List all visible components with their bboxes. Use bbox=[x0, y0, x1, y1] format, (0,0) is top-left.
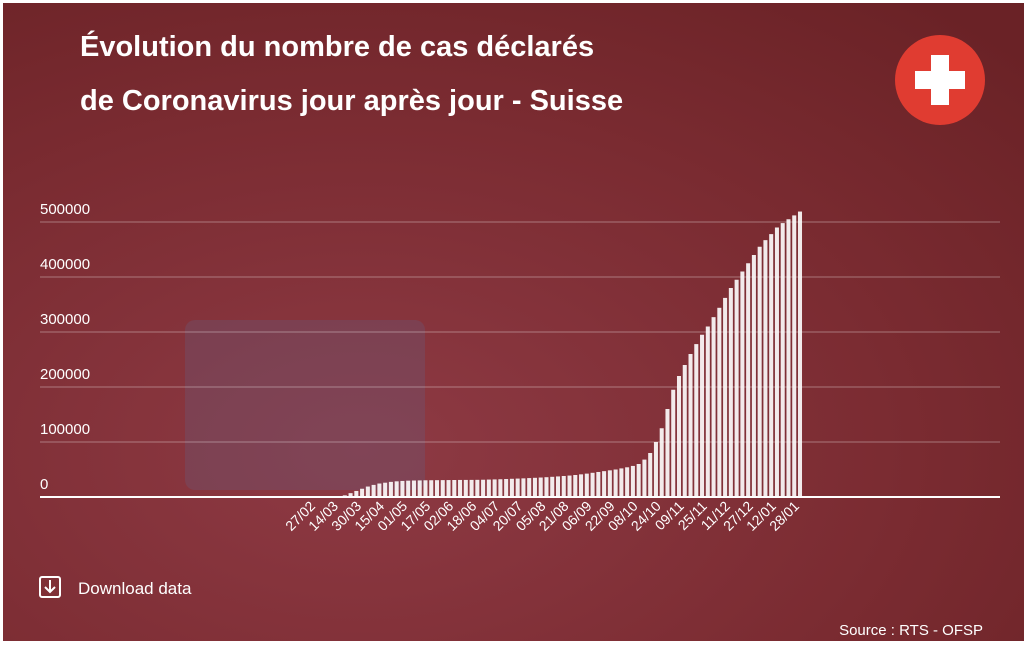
bar bbox=[516, 479, 520, 497]
bar bbox=[395, 481, 399, 497]
bar bbox=[418, 480, 422, 497]
y-tick-label: 200000 bbox=[40, 366, 90, 383]
bar bbox=[637, 464, 641, 497]
bar bbox=[452, 480, 456, 497]
bar bbox=[642, 460, 646, 497]
chart: Évolution du nombre de cas déclarés de C… bbox=[0, 0, 1027, 644]
bar bbox=[665, 409, 669, 497]
bar bbox=[781, 223, 785, 497]
bar bbox=[677, 376, 681, 497]
bar bbox=[383, 483, 387, 497]
bar bbox=[683, 365, 687, 497]
y-tick-label: 500000 bbox=[40, 201, 90, 218]
bar bbox=[596, 472, 600, 497]
bar bbox=[389, 482, 393, 497]
bar bbox=[769, 234, 773, 497]
y-tick-label: 300000 bbox=[40, 311, 90, 328]
chart-title: de Coronavirus jour après jour - Suisse bbox=[80, 85, 623, 117]
bar bbox=[573, 475, 577, 497]
bar bbox=[377, 484, 381, 497]
bar bbox=[585, 474, 589, 497]
bar bbox=[412, 481, 416, 498]
bar bbox=[458, 480, 462, 497]
bar bbox=[372, 485, 376, 497]
bar bbox=[360, 489, 364, 497]
bar bbox=[447, 480, 451, 497]
bar bbox=[337, 496, 341, 497]
bar bbox=[729, 288, 733, 497]
bar bbox=[481, 480, 485, 497]
bar bbox=[354, 491, 358, 497]
bar bbox=[786, 219, 790, 497]
chart-title: Évolution du nombre de cas déclarés bbox=[80, 29, 594, 63]
bar bbox=[717, 308, 721, 497]
bar bbox=[694, 344, 698, 497]
bar bbox=[498, 479, 502, 497]
bar bbox=[504, 479, 508, 497]
bar bbox=[441, 480, 445, 497]
bar bbox=[712, 317, 716, 497]
bar bbox=[792, 215, 796, 497]
y-tick-label: 0 bbox=[40, 476, 48, 493]
bar bbox=[521, 478, 525, 497]
bar bbox=[619, 468, 623, 497]
bar bbox=[654, 442, 658, 497]
bar bbox=[625, 467, 629, 497]
source: Source : RTS - OFSP bbox=[839, 622, 983, 639]
bar bbox=[602, 471, 606, 497]
bar bbox=[423, 480, 427, 497]
bar bbox=[510, 479, 514, 497]
bar bbox=[487, 480, 491, 497]
y-tick-label: 400000 bbox=[40, 256, 90, 273]
bar bbox=[533, 478, 537, 497]
bar bbox=[660, 428, 664, 497]
bar bbox=[648, 453, 652, 497]
bar bbox=[706, 327, 710, 498]
bar bbox=[798, 212, 802, 497]
bar bbox=[568, 476, 572, 497]
bar bbox=[752, 255, 756, 497]
bar bbox=[435, 480, 439, 497]
bar bbox=[689, 354, 693, 497]
bar bbox=[470, 480, 474, 497]
bar bbox=[700, 335, 704, 497]
bar bbox=[527, 478, 531, 497]
y-tick-label: 100000 bbox=[40, 421, 90, 438]
bar bbox=[493, 479, 497, 497]
download-label[interactable]: Download data bbox=[78, 579, 192, 598]
bar bbox=[349, 493, 353, 497]
bar bbox=[775, 228, 779, 498]
bar bbox=[740, 272, 744, 498]
bar bbox=[735, 280, 739, 497]
bar bbox=[544, 477, 548, 497]
bar bbox=[475, 480, 479, 497]
bar bbox=[758, 247, 762, 497]
bar bbox=[366, 487, 370, 497]
bar bbox=[671, 390, 675, 497]
swiss-flag bbox=[895, 35, 985, 125]
bar bbox=[591, 473, 595, 497]
bar bbox=[406, 481, 410, 497]
background-blur bbox=[185, 320, 425, 490]
bar bbox=[608, 470, 612, 497]
bar bbox=[539, 478, 543, 497]
bar bbox=[562, 476, 566, 497]
bar bbox=[429, 480, 433, 497]
bar bbox=[723, 298, 727, 497]
bar bbox=[631, 466, 635, 497]
bar bbox=[464, 480, 468, 497]
bar bbox=[343, 495, 347, 497]
bar bbox=[556, 476, 560, 497]
bar bbox=[550, 477, 554, 497]
bar bbox=[400, 481, 404, 497]
bar bbox=[746, 263, 750, 497]
bar bbox=[579, 474, 583, 497]
bar bbox=[763, 240, 767, 497]
bar bbox=[614, 470, 618, 498]
